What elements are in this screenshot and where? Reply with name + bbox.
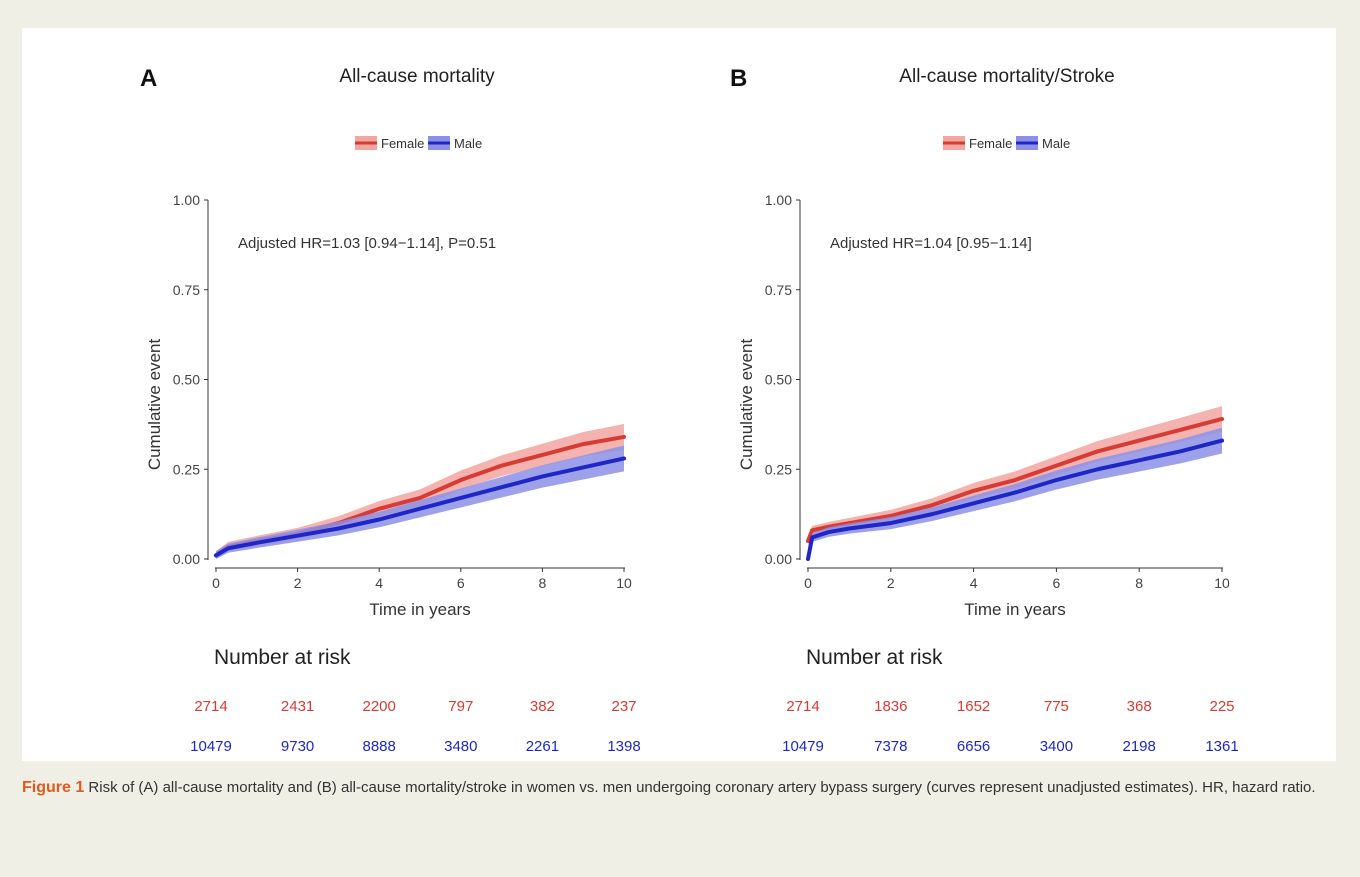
legend-label-female: Female <box>969 136 1012 151</box>
x-tick-label: 8 <box>539 575 547 591</box>
y-tick-label: 0.75 <box>173 282 200 298</box>
risk-male-value: 1361 <box>1205 738 1238 755</box>
risk-female-value: 225 <box>1209 698 1234 715</box>
x-tick-label: 4 <box>375 575 383 591</box>
chart-title: All-cause mortality <box>339 66 495 87</box>
legend: Female Male <box>943 136 1070 151</box>
risk-male-value: 10479 <box>782 738 824 755</box>
legend: Female Male <box>355 136 482 151</box>
risk-male-value: 1398 <box>607 738 640 755</box>
risk-female-value: 382 <box>530 698 555 715</box>
risk-male-value: 8888 <box>363 738 396 755</box>
x-tick-label: 6 <box>457 575 465 591</box>
risk-female-value: 1836 <box>874 698 907 715</box>
risk-male-value: 9730 <box>281 738 314 755</box>
x-tick-label: 6 <box>1053 575 1061 591</box>
x-tick-label: 0 <box>212 575 220 591</box>
x-tick-label: 2 <box>887 575 895 591</box>
y-tick-label: 0.50 <box>173 372 200 388</box>
series-line-male <box>214 456 626 558</box>
x-tick-label: 10 <box>616 575 632 591</box>
legend-label-female: Female <box>381 136 424 151</box>
x-tick-label: 8 <box>1135 575 1143 591</box>
risk-female-value: 2714 <box>786 698 819 715</box>
figure-caption: Figure 1 Risk of (A) all-cause mortality… <box>22 776 1322 799</box>
risk-female-value: 797 <box>448 698 473 715</box>
risk-female-value: 237 <box>611 698 636 715</box>
y-axis-label: Cumulative event <box>737 339 756 471</box>
x-axis-label: Time in years <box>369 600 470 619</box>
y-tick-label: 0.25 <box>765 461 792 477</box>
risk-table-title: Number at risk <box>806 646 943 669</box>
risk-table-title: Number at risk <box>214 646 351 669</box>
figure-panel: A All-cause mortality Female Male 0.00 0.25 0.… <box>22 28 1336 761</box>
x-tick-label: 0 <box>804 575 812 591</box>
x-axis-label: Time in years <box>964 600 1065 619</box>
risk-male-value: 7378 <box>874 738 907 755</box>
y-tick-label: 0.50 <box>765 372 792 388</box>
legend-label-male: Male <box>454 136 482 151</box>
risk-female-value: 775 <box>1044 698 1069 715</box>
risk-female-value: 368 <box>1127 698 1152 715</box>
x-tick-label: 2 <box>294 575 302 591</box>
chart-panel-b: B All-cause mortality/Stroke Female Male 0.0… <box>730 65 1239 755</box>
x-tick-label: 10 <box>1214 575 1230 591</box>
y-tick-label: 1.00 <box>173 192 200 208</box>
x-tick-label: 4 <box>970 575 978 591</box>
series-line-female <box>806 416 1224 544</box>
panel-letter: A <box>140 65 157 92</box>
ci-band-female <box>216 424 624 559</box>
figure-label: Figure 1 <box>22 779 85 796</box>
risk-male-value: 3480 <box>444 738 477 755</box>
ci-band-male <box>216 445 624 559</box>
risk-male-value: 2198 <box>1123 738 1156 755</box>
panel-letter: B <box>730 65 747 92</box>
risk-male-value: 3400 <box>1040 738 1073 755</box>
risk-male-value: 2261 <box>526 738 559 755</box>
km-charts: A All-cause mortality Female Male 0.00 0.25 0.… <box>140 65 1239 755</box>
risk-female-value: 1652 <box>957 698 990 715</box>
caption-text: Risk of (A) all-cause mortality and (B) … <box>88 779 1316 796</box>
hr-annotation: Adjusted HR=1.03 [0.94−1.14], P=0.51 <box>238 235 496 252</box>
y-tick-label: 0.25 <box>173 461 200 477</box>
y-tick-label: 0.75 <box>765 282 792 298</box>
risk-female-value: 2431 <box>281 698 314 715</box>
risk-male-value: 10479 <box>190 738 232 755</box>
chart-panel-a: A All-cause mortality Female Male 0.00 0.25 0.… <box>140 65 641 755</box>
y-tick-label: 1.00 <box>765 192 792 208</box>
risk-male-value: 6656 <box>957 738 990 755</box>
y-axis-label: Cumulative event <box>145 339 164 471</box>
hr-annotation: Adjusted HR=1.04 [0.95−1.14] <box>830 235 1032 252</box>
series-line-male <box>806 438 1224 561</box>
risk-female-value: 2714 <box>194 698 227 715</box>
y-tick-label: 0.00 <box>765 551 792 567</box>
legend-label-male: Male <box>1042 136 1070 151</box>
y-tick-label: 0.00 <box>173 551 200 567</box>
risk-female-value: 2200 <box>363 698 396 715</box>
chart-title: All-cause mortality/Stroke <box>899 66 1114 87</box>
